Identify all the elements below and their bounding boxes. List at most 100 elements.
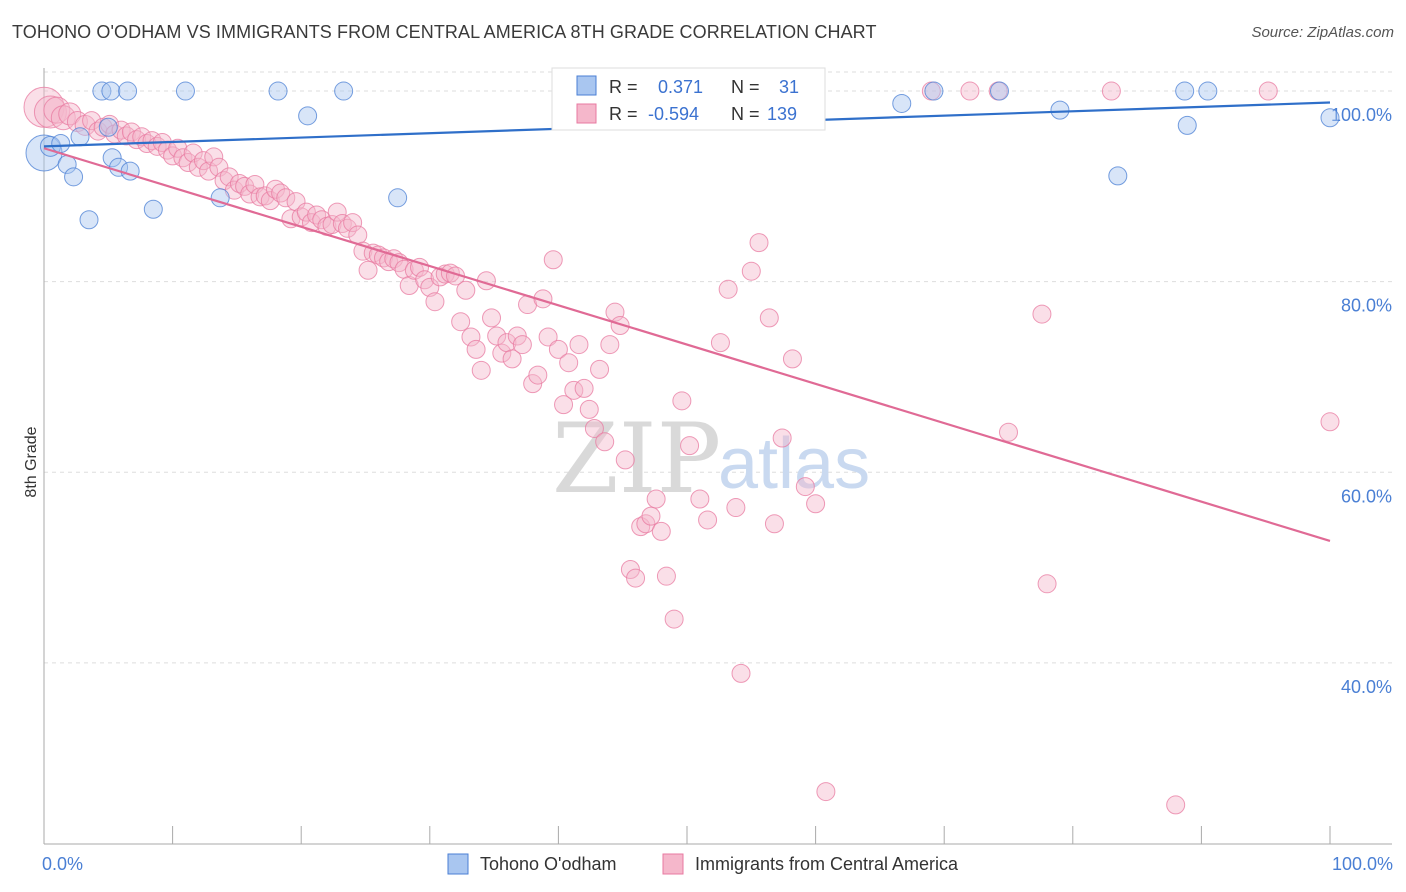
stats-blue-swatch xyxy=(576,75,597,96)
tohono-point-23 xyxy=(924,81,944,101)
central-america-point-127 xyxy=(731,663,751,683)
tohono-point-30 xyxy=(1320,108,1340,128)
central-america-point-141 xyxy=(1032,304,1052,324)
central-america-point-132 xyxy=(772,428,792,448)
stats-blue-n-value: 31 xyxy=(779,77,799,97)
stats-blue-r-value: 0.371 xyxy=(658,77,703,97)
central-america-point-3 xyxy=(50,105,76,131)
central-america-point-116 xyxy=(646,489,666,509)
tohono-point-2 xyxy=(51,133,71,153)
central-america-point-107 xyxy=(600,335,620,355)
central-america-point-98 xyxy=(554,395,574,415)
tohono-point-28 xyxy=(1177,115,1197,135)
central-america-point-146 xyxy=(1320,412,1340,432)
central-america-point-112 xyxy=(626,568,646,588)
stats-pink-n-value: 139 xyxy=(767,104,797,124)
central-america-point-133 xyxy=(782,349,802,369)
central-america-point-125 xyxy=(718,279,738,299)
tohono-point-22 xyxy=(892,93,912,113)
central-america-point-145 xyxy=(1258,81,1278,101)
central-america-point-99 xyxy=(559,353,579,373)
legend-pink-swatch xyxy=(662,853,684,875)
central-america-point-62 xyxy=(368,245,388,265)
central-america-point-129 xyxy=(749,233,769,253)
tohono-point-24 xyxy=(989,81,1009,101)
watermark-atlas: atlas xyxy=(718,424,870,504)
central-america-point-120 xyxy=(672,391,692,411)
y-tick-label-80: 80.0% xyxy=(1341,296,1392,316)
y-tick-label-60: 60.0% xyxy=(1341,486,1392,506)
stats-blue-r-label: R = xyxy=(609,77,638,97)
legend-pink-label: Immigrants from Central America xyxy=(695,854,959,874)
y-tick-label-100: 100.0% xyxy=(1331,105,1392,125)
x-tick-label-100: 100.0% xyxy=(1332,854,1393,874)
tohono-point-18 xyxy=(298,106,318,126)
central-america-point-70 xyxy=(410,257,430,277)
tohono-point-19 xyxy=(334,81,354,101)
central-america-point-84 xyxy=(482,308,502,328)
central-america-point-72 xyxy=(420,277,440,297)
stats-pink-n-label: N = xyxy=(731,104,760,124)
central-america-point-27 xyxy=(188,157,208,177)
central-america-point-124 xyxy=(710,333,730,353)
central-america-point-123 xyxy=(698,510,718,530)
central-america-point-80 xyxy=(461,327,481,347)
central-america-point-142 xyxy=(1037,574,1057,594)
central-america-point-119 xyxy=(664,609,684,629)
tohono-point-20 xyxy=(388,188,408,208)
central-america-point-23 xyxy=(168,138,188,158)
central-america-point-53 xyxy=(322,214,342,234)
central-america-point-104 xyxy=(584,418,604,438)
tohono-point-15 xyxy=(175,81,195,101)
legend-blue-label: Tohono O'odham xyxy=(480,854,617,874)
gridlines xyxy=(44,71,1392,664)
central-america-point-106 xyxy=(595,432,615,452)
central-america-point-35 xyxy=(229,174,249,194)
central-america-point-7 xyxy=(82,111,102,131)
central-america-point-6 xyxy=(74,114,96,136)
central-america-point-113 xyxy=(631,517,651,537)
central-america-point-79 xyxy=(456,280,476,300)
central-america-point-118 xyxy=(656,566,676,586)
legend-blue-swatch xyxy=(447,853,469,875)
central-america-point-135 xyxy=(806,494,826,514)
central-america-point-97 xyxy=(548,339,568,359)
central-america-point-136 xyxy=(816,782,836,802)
central-america-point-126 xyxy=(726,498,746,518)
central-america-point-1 xyxy=(33,95,67,129)
central-america-point-46 xyxy=(286,192,306,212)
central-america-point-41 xyxy=(260,191,280,211)
chart-title: TOHONO O'ODHAM VS IMMIGRANTS FROM CENTRA… xyxy=(12,22,877,42)
central-america-point-82 xyxy=(471,360,491,380)
central-america-point-109 xyxy=(610,316,630,336)
tohono-point-12 xyxy=(118,81,138,101)
central-america-point-110 xyxy=(615,450,635,470)
tohono-point-25 xyxy=(1050,100,1070,120)
watermark: ZIP atlas xyxy=(552,403,870,515)
central-america-point-85 xyxy=(487,326,507,346)
y-axis-title: 8th Grade xyxy=(23,426,40,497)
central-america-point-60 xyxy=(358,260,378,280)
central-america-point-128 xyxy=(741,261,761,281)
tohono-point-29 xyxy=(1198,81,1218,101)
central-america-point-103 xyxy=(579,399,599,419)
tohono-point-8 xyxy=(98,117,118,137)
central-america-point-121 xyxy=(680,436,700,456)
central-america-point-29 xyxy=(199,161,219,181)
central-america-point-51 xyxy=(312,210,332,230)
central-america-point-140 xyxy=(999,422,1018,442)
central-america-point-122 xyxy=(690,489,710,509)
central-america-point-16 xyxy=(132,127,152,147)
stats-pink-r-label: R = xyxy=(609,104,638,124)
central-america-point-88 xyxy=(502,349,522,369)
central-america-point-134 xyxy=(795,477,815,497)
tohono-point-6 xyxy=(79,210,99,230)
central-america-point-131 xyxy=(764,514,784,534)
stats-pink-r-value: -0.594 xyxy=(648,104,699,124)
stats-blue-n-label: N = xyxy=(731,77,760,97)
stats-pink-swatch xyxy=(576,103,597,124)
central-america-point-96 xyxy=(543,250,563,270)
x-tick-label-0: 0.0% xyxy=(42,854,83,874)
central-america-point-4 xyxy=(58,102,82,126)
